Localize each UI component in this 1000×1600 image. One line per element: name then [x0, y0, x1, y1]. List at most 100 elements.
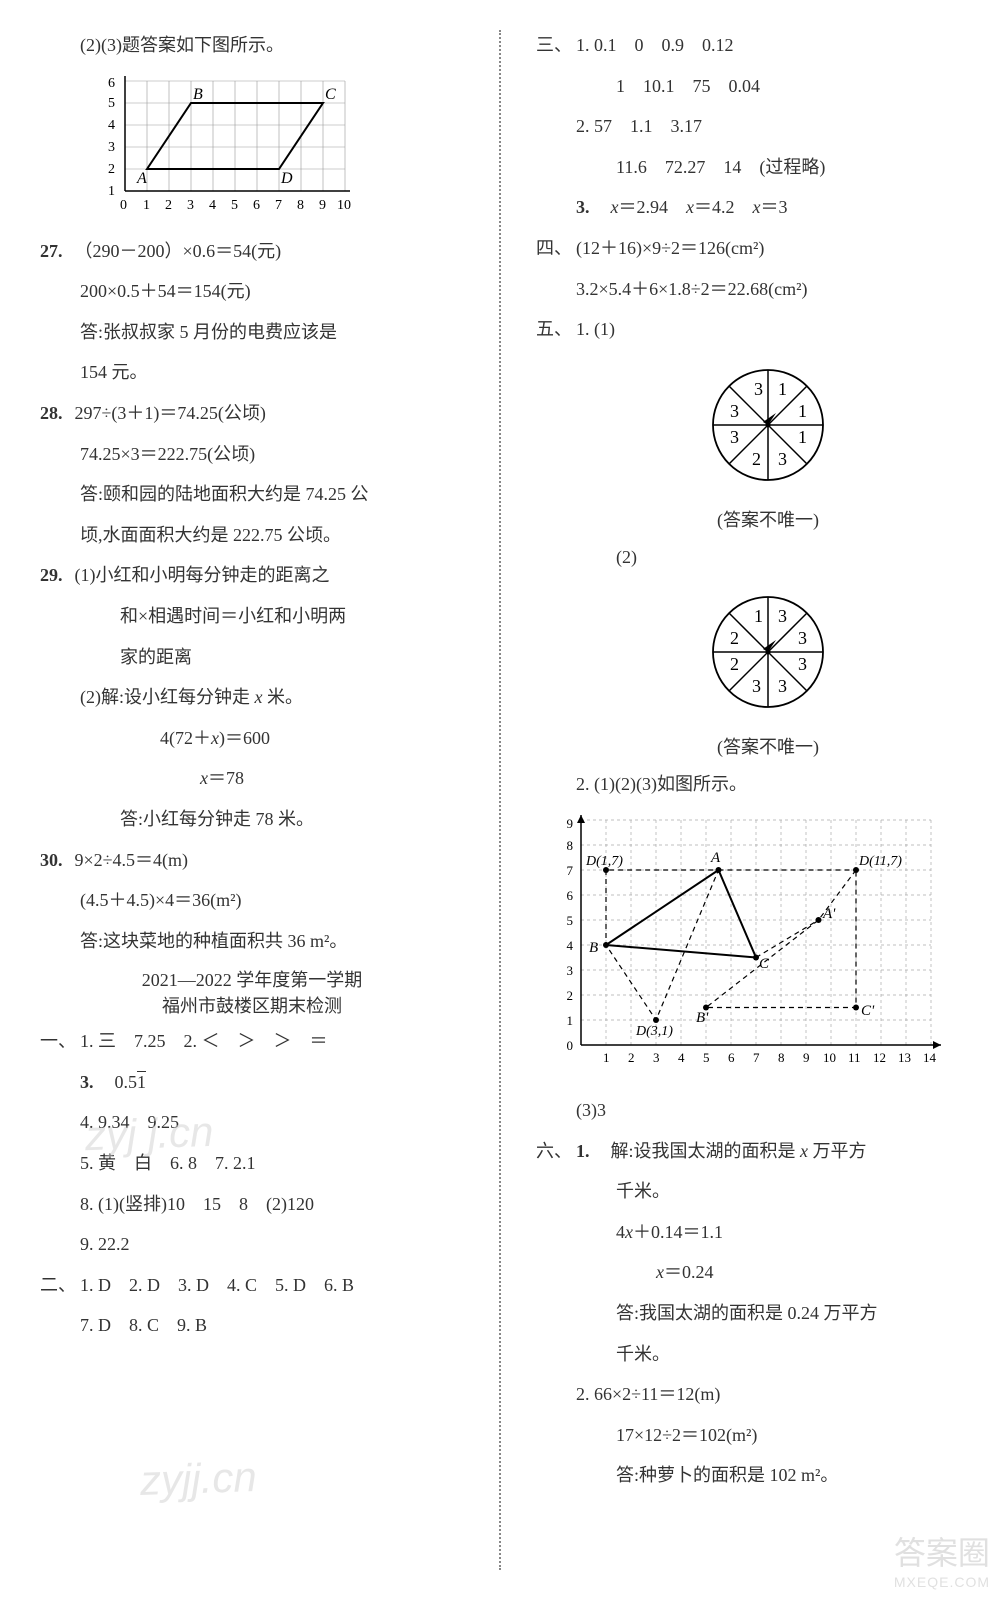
svg-text:3: 3	[754, 379, 763, 399]
coord-chart: 0 1 2 3 4 5 6 7 8 9 12 34 56 78 910 1112…	[556, 810, 960, 1085]
svg-text:1: 1	[567, 1013, 574, 1028]
svg-text:1: 1	[603, 1050, 610, 1065]
s6-l1: 六、1. 解:设我国太湖的面积是 x 万平方	[536, 1136, 960, 1167]
column-divider	[499, 30, 501, 1570]
q27-l4: 154 元。	[40, 357, 464, 388]
wheel-2: 1 3 3 3 3 3 2 2	[576, 582, 960, 727]
svg-text:1: 1	[798, 401, 807, 421]
svg-text:3: 3	[567, 963, 574, 978]
s1-l1: 一、1. 三 7.25 2. ＜ ＞ ＞ ＝	[40, 1026, 464, 1057]
svg-text:13: 13	[898, 1050, 911, 1065]
svg-text:10: 10	[337, 198, 351, 213]
svg-text:4: 4	[108, 118, 115, 133]
s5-p3: (3)3	[536, 1095, 960, 1126]
s5-p1: 五、1. (1)	[536, 314, 960, 345]
note-2: (答案不唯一)	[576, 733, 960, 759]
watermark-2: zyjj.cn	[139, 1453, 257, 1505]
svg-text:5: 5	[231, 198, 238, 213]
svg-text:A: A	[136, 170, 147, 187]
q28-l2: 74.25×3＝222.75(公顷)	[40, 439, 464, 470]
svg-text:C: C	[325, 86, 336, 103]
s6-p2a: 2. 66×2÷11＝12(m)	[536, 1379, 960, 1410]
svg-text:D(1,7): D(1,7)	[585, 854, 623, 869]
q28-l3: 答:颐和园的陆地面积大约是 74.25 公	[40, 479, 464, 510]
svg-text:3: 3	[653, 1050, 660, 1065]
s6-p2b: 17×12÷2＝102(m²)	[536, 1420, 960, 1451]
svg-text:9: 9	[319, 198, 326, 213]
svg-text:8: 8	[567, 838, 574, 853]
svg-text:2: 2	[730, 628, 739, 648]
svg-text:6: 6	[728, 1050, 735, 1065]
svg-text:8: 8	[778, 1050, 785, 1065]
svg-text:8: 8	[297, 198, 304, 213]
s3-l2b: 11.6 72.27 14 (过程略)	[536, 152, 960, 183]
q27-l2: 200×0.5＋54＝154(元)	[40, 276, 464, 307]
svg-text:3: 3	[778, 449, 787, 469]
s1-l9: 9. 22.2	[40, 1229, 464, 1260]
svg-text:C': C'	[861, 1003, 875, 1019]
q29-l3: 家的距离	[40, 642, 464, 673]
svg-text:3: 3	[752, 676, 761, 696]
svg-text:5: 5	[108, 96, 115, 111]
svg-text:9: 9	[567, 816, 574, 831]
svg-text:3: 3	[778, 606, 787, 626]
svg-text:11: 11	[848, 1050, 861, 1065]
svg-text:2: 2	[730, 654, 739, 674]
note-1: (答案不唯一)	[576, 506, 960, 532]
s6-l4: 答:我国太湖的面积是 0.24 万平方	[536, 1298, 960, 1329]
s1-l3: 3. 0.51	[40, 1067, 464, 1098]
svg-text:3: 3	[798, 654, 807, 674]
svg-text:1: 1	[143, 198, 150, 213]
wheel-1: 3 1 1 1 3 2 3 3	[576, 355, 960, 500]
svg-text:1: 1	[754, 606, 763, 626]
right-column: 三、1. 0.1 0 0.9 0.12 1 10.1 75 0.04 2. 57…	[536, 30, 960, 1570]
q28-l4: 顷,水面面积大约是 222.75 公顷。	[40, 520, 464, 551]
svg-text:0: 0	[120, 198, 127, 213]
svg-text:4: 4	[209, 198, 216, 213]
q30-l3: 答:这块菜地的种植面积共 36 m²。	[40, 926, 464, 957]
svg-text:A: A	[710, 850, 721, 866]
svg-text:B: B	[589, 940, 598, 956]
svg-text:6: 6	[108, 76, 115, 91]
page-root: (2)(3)题答案如下图所示。	[40, 30, 960, 1570]
q29-l4: (2)解:设小红每分钟走 x 米。	[40, 682, 464, 713]
svg-text:6: 6	[253, 198, 260, 213]
svg-text:C: C	[759, 956, 770, 972]
q29-l7: 答:小红每分钟走 78 米。	[40, 804, 464, 835]
svg-text:14: 14	[923, 1050, 937, 1065]
svg-text:3: 3	[730, 427, 739, 447]
svg-text:7: 7	[275, 198, 282, 213]
svg-text:1: 1	[778, 379, 787, 399]
svg-text:3: 3	[187, 198, 194, 213]
s1-l4: 4. 9.34 9.25	[40, 1107, 464, 1138]
svg-text:7: 7	[567, 863, 574, 878]
q27-l3: 答:张叔叔家 5 月份的电费应该是	[40, 317, 464, 348]
q28-l1: 28. 297÷(3＋1)＝74.25(公顷)	[40, 398, 464, 429]
svg-text:12: 12	[873, 1050, 886, 1065]
svg-text:1: 1	[108, 184, 115, 199]
svg-text:2: 2	[108, 162, 115, 177]
q29-l5: 4(72＋x)＝600	[40, 723, 464, 754]
q27-l1: 27. （290－200）×0.6＝54(元)	[40, 236, 464, 267]
s6-l2: 4x＋0.14＝1.1	[536, 1217, 960, 1248]
s2-l1: 二、1. D 2. D 3. D 4. C 5. D 6. B	[40, 1270, 464, 1301]
s2-l2: 7. D 8. C 9. B	[40, 1310, 464, 1341]
svg-text:7: 7	[753, 1050, 760, 1065]
svg-text:6: 6	[567, 888, 574, 903]
svg-text:B: B	[193, 86, 203, 103]
q30-l1: 30. 9×2÷4.5＝4(m)	[40, 845, 464, 876]
svg-text:3: 3	[108, 140, 115, 155]
svg-text:2: 2	[567, 988, 574, 1003]
q29-l2: 和×相遇时间＝小红和小明两	[40, 601, 464, 632]
s3-l1: 三、1. 0.1 0 0.9 0.12	[536, 30, 960, 61]
s5-p2: (2)	[536, 542, 960, 573]
svg-text:A': A'	[822, 906, 836, 922]
exam-title: 2021—2022 学年度第一学期 福州市鼓楼区期末检测	[40, 966, 464, 1018]
svg-text:3: 3	[798, 628, 807, 648]
s6-p2c: 答:种萝卜的面积是 102 m²。	[536, 1460, 960, 1491]
svg-text:5: 5	[567, 913, 574, 928]
svg-text:1: 1	[798, 427, 807, 447]
svg-text:10: 10	[823, 1050, 836, 1065]
q29-l1: 29. (1)小红和小明每分钟走的距离之	[40, 560, 464, 591]
svg-text:5: 5	[703, 1050, 710, 1065]
